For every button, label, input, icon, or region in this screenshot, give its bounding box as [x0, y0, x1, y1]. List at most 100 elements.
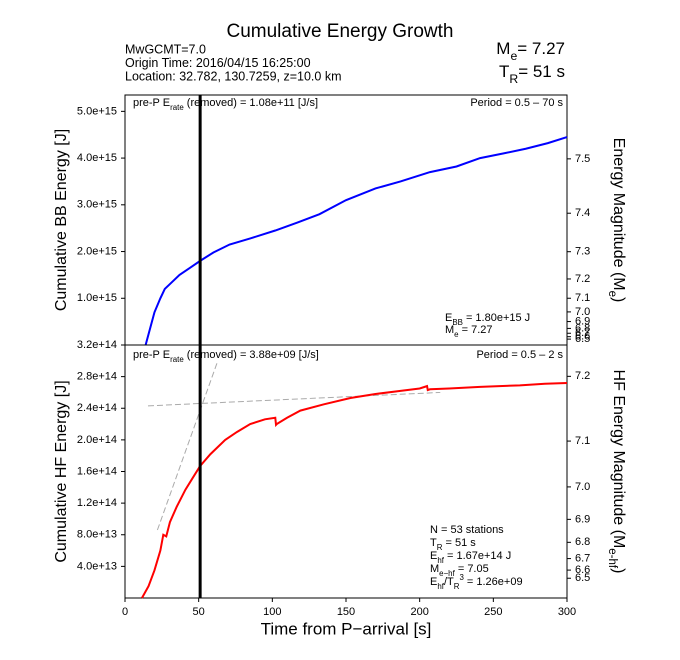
- y2-tick-label: 6.6: [575, 331, 590, 343]
- y2-tick-label: 7.0: [575, 306, 590, 318]
- y2-tick-label: 6.5: [575, 572, 590, 584]
- y-tick-label: 5.0e+15: [77, 105, 117, 117]
- y2-tick-label: 6.8: [575, 322, 590, 334]
- annotation: Ehf = 1.67e+14 J: [430, 550, 511, 565]
- annotation-part: hf: [437, 556, 444, 565]
- annotation-part: = 51 s: [442, 537, 476, 549]
- y-tick-label: 4.0e+13: [77, 560, 117, 572]
- y2-axis-label: Energy Magnitude (Me): [606, 138, 627, 303]
- annotation-part: pre-P E: [133, 97, 170, 109]
- y2-tick-label: 7.5: [575, 153, 590, 165]
- plot-frame: [124, 94, 568, 346]
- annotation: N = 53 stations: [430, 524, 504, 536]
- x-tick-label: 100: [263, 606, 281, 618]
- magnitude-summary-part: M: [496, 39, 510, 58]
- x-tick-label: 50: [193, 606, 205, 618]
- annotation: TR = 51 s: [430, 537, 476, 552]
- annotation-part: e: [454, 330, 459, 339]
- y2-tick-label: 6.7: [575, 327, 590, 339]
- y2-tick-label: 6.5: [575, 333, 590, 345]
- duration-summary-part: R: [509, 72, 518, 86]
- annotation-part: M: [430, 563, 439, 575]
- x-axis-label: Time from P−arrival [s]: [261, 619, 432, 638]
- y-tick-label: 8.0e+13: [77, 529, 117, 541]
- annotation-part: = 1.26e+09: [464, 576, 523, 588]
- annotation-part: M: [445, 324, 454, 336]
- annotation-part: BB: [452, 318, 463, 327]
- duration-summary: TR= 51 s: [499, 62, 565, 86]
- annotation-part: (removed) = 3.88e+09 [J/s]: [184, 349, 319, 361]
- info-line: Origin Time: 2016/04/15 16:25:00: [125, 56, 311, 70]
- y-tick-label: 2.0e+15: [77, 245, 117, 257]
- annotation-part: N = 53 stations: [430, 524, 504, 536]
- y2-tick-label: 7.4: [575, 207, 590, 219]
- annotation-part: E: [445, 312, 452, 324]
- x-tick-label: 300: [558, 606, 576, 618]
- y-tick-label: 3.0e+15: [77, 199, 117, 211]
- annotation-part: E: [430, 550, 437, 562]
- annotation-part: hf: [437, 582, 444, 591]
- magnitude-summary: Me= 7.27: [496, 39, 565, 63]
- y2-axis-label-part: e-hf: [606, 548, 618, 569]
- annotation-part: Period = 0.5 – 70 s: [470, 97, 563, 109]
- y-tick-label: 3.2e+14: [77, 339, 117, 351]
- y2-axis-label-part: e: [606, 291, 618, 297]
- annotation-part: = 1.67e+14 J: [444, 550, 511, 562]
- annotation-part: 3: [459, 573, 464, 582]
- annotation: pre-P Erate (removed) = 3.88e+09 [J/s]: [133, 349, 319, 364]
- y-tick-label: 4.0e+15: [77, 152, 117, 164]
- y-axis-label: Cumulative BB Energy [J]: [53, 129, 70, 311]
- annotation: Me−hf = 7.05: [430, 563, 489, 578]
- energy-curve: [144, 136, 568, 346]
- x-tick-label: 250: [484, 606, 502, 618]
- annotation-part: = 7.05: [455, 563, 489, 575]
- y2-axis-label: HF Energy Magnitude (Me-hf): [606, 370, 627, 574]
- annotation-part: T: [430, 537, 437, 549]
- magnitude-summary-part: e: [510, 49, 517, 63]
- annotation-part: = 7.27: [459, 324, 493, 336]
- y2-axis-label-part: HF Energy Magnitude (M: [610, 370, 627, 549]
- info-line: MwGCMT=7.0: [125, 42, 206, 56]
- info-line: Location: 32.782, 130.7259, z=10.0 km: [125, 69, 341, 83]
- y-tick-label: 2.4e+14: [77, 402, 117, 414]
- annotation-part: R: [437, 543, 443, 552]
- y2-axis-label-part: ): [610, 568, 627, 573]
- energy-curve: [141, 381, 568, 599]
- duration-summary-part: T: [499, 62, 509, 81]
- y-tick-label: 2.8e+14: [77, 371, 117, 383]
- y2-tick-label: 7.1: [575, 435, 590, 447]
- y2-tick-label: 7.1: [575, 292, 590, 304]
- y2-tick-label: 6.6: [575, 564, 590, 576]
- annotation-part: (removed) = 1.08e+11 [J/s]: [184, 97, 318, 109]
- annotation-part: pre-P E: [133, 349, 170, 361]
- annotation: Ehf/TR3 = 1.26e+09: [430, 573, 523, 591]
- annotation-part: R: [454, 582, 460, 591]
- x-tick-label: 150: [337, 606, 355, 618]
- annotation-part: e−hf: [439, 569, 455, 578]
- annotation-part: = 1.80e+15 J: [463, 312, 530, 324]
- y2-tick-label: 6.7: [575, 552, 590, 564]
- guide-line: [156, 360, 219, 531]
- y-tick-label: 1.2e+14: [77, 497, 117, 509]
- magnitude-summary-part: = 7.27: [517, 39, 565, 58]
- y-tick-label: 1.6e+14: [77, 465, 117, 477]
- guide-line: [147, 391, 441, 407]
- y-axis-label: Cumulative HF Energy [J]: [53, 380, 70, 562]
- annotation-part: Period = 0.5 – 2 s: [476, 349, 563, 361]
- y2-axis-label-part: ): [610, 297, 627, 302]
- annotation-part: rate: [170, 355, 184, 364]
- annotation-part: E: [430, 576, 437, 588]
- chart-title: Cumulative Energy Growth: [226, 21, 453, 42]
- y-tick-label: 1.0e+15: [77, 292, 117, 304]
- annotation: pre-P Erate (removed) = 1.08e+11 [J/s]: [133, 97, 318, 112]
- y2-axis-label-part: Energy Magnitude (M: [610, 138, 627, 291]
- duration-summary-part: = 51 s: [518, 62, 565, 81]
- y-tick-label: 2.0e+14: [77, 434, 117, 446]
- annotation: Period = 0.5 – 70 s: [470, 97, 563, 109]
- annotation: Period = 0.5 – 2 s: [476, 349, 563, 361]
- y2-tick-label: 7.0: [575, 481, 590, 493]
- x-tick-label: 200: [410, 606, 428, 618]
- y2-tick-label: 7.3: [575, 246, 590, 258]
- x-tick-label: 0: [122, 606, 128, 618]
- annotation: Me = 7.27: [445, 324, 493, 339]
